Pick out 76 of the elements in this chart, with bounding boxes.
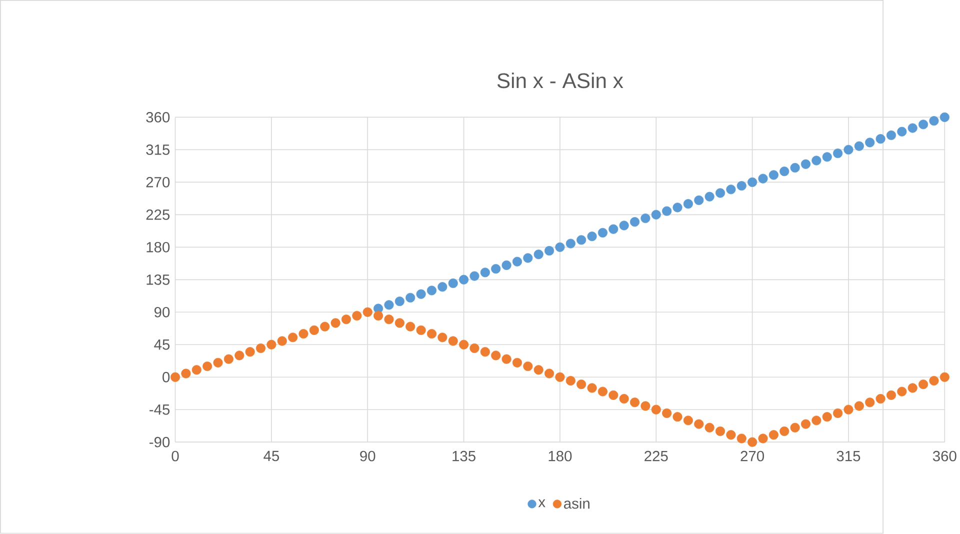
point (534, 250, 544, 260)
point (630, 217, 640, 227)
point (929, 116, 939, 126)
point (748, 178, 758, 188)
x-tick-label: 225 (644, 450, 668, 462)
x-tick-label: 0 (172, 450, 179, 462)
chart-title: Sin x - ASin x (497, 72, 624, 88)
x-tick-label: 360 (932, 450, 956, 462)
x-tick-label: 180 (548, 450, 572, 462)
point (704, 192, 714, 202)
point (844, 145, 854, 155)
point (812, 156, 822, 166)
point (608, 224, 618, 234)
point (672, 202, 682, 212)
point (426, 286, 437, 296)
point (651, 210, 661, 220)
point (683, 199, 693, 209)
point (448, 278, 458, 288)
point (736, 181, 746, 191)
point (544, 246, 554, 256)
point (598, 228, 608, 238)
point (523, 253, 533, 263)
y-tick-label: 90 (154, 307, 170, 318)
point (790, 163, 800, 173)
x-tick-label: 45 (264, 450, 279, 462)
point (908, 123, 918, 133)
point (458, 274, 469, 285)
y-tick-label: 225 (146, 210, 170, 220)
point (619, 220, 629, 230)
point (897, 126, 907, 137)
point (555, 242, 565, 252)
x-tick-label: 90 (360, 450, 376, 462)
point (512, 256, 522, 267)
point (662, 206, 672, 216)
point (715, 188, 726, 198)
point (822, 152, 832, 162)
y-tick-label: -45 (150, 404, 170, 415)
x-tick-label: 270 (740, 450, 764, 462)
point (480, 268, 490, 278)
point (491, 264, 501, 274)
y-tick-label: 0 (162, 372, 170, 382)
point (502, 260, 512, 270)
point (416, 289, 426, 299)
y-tick-label: 315 (146, 144, 170, 156)
point (726, 184, 736, 194)
point (780, 166, 790, 176)
point (694, 196, 704, 206)
point (587, 232, 597, 242)
y-tick-label: 360 (146, 112, 170, 123)
point (394, 296, 404, 306)
legend-label: asin (564, 498, 590, 509)
point (640, 214, 650, 224)
point (918, 120, 928, 130)
point (833, 148, 843, 158)
x-tick-label: 315 (836, 450, 860, 462)
x-tick-label: 135 (452, 450, 476, 462)
point (384, 300, 394, 310)
point (470, 271, 480, 281)
y-tick-label: 270 (146, 177, 170, 188)
point (854, 141, 864, 151)
legend-label: x (538, 499, 546, 508)
point (576, 235, 586, 245)
point (438, 282, 448, 292)
point (768, 170, 778, 180)
point (758, 174, 768, 184)
y-tick-label: 180 (146, 242, 170, 252)
point (940, 112, 950, 122)
point (566, 238, 576, 248)
point (865, 138, 875, 148)
point (876, 134, 886, 144)
point (886, 130, 896, 140)
y-tick-label: -90 (150, 436, 170, 448)
point (800, 159, 811, 170)
y-tick-label: 45 (154, 340, 170, 350)
y-tick-label: 135 (146, 274, 170, 285)
point (406, 293, 416, 303)
